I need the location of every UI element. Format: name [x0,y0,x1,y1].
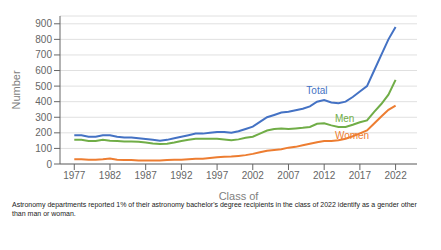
svg-text:2017: 2017 [349,170,372,181]
svg-text:900: 900 [35,18,52,29]
svg-text:1987: 1987 [135,170,158,181]
svg-text:2007: 2007 [277,170,300,181]
svg-text:2022: 2022 [384,170,407,181]
svg-text:100: 100 [35,143,52,154]
svg-text:300: 300 [35,112,52,123]
svg-text:2002: 2002 [242,170,265,181]
svg-text:700: 700 [35,49,52,60]
html-text:than man or woman.: than man or woman. [12,210,76,217]
svg-text:800: 800 [35,34,52,45]
svg-text:Women: Women [335,130,369,141]
svg-text:1982: 1982 [99,170,122,181]
svg-text:1997: 1997 [206,170,229,181]
svg-text:1977: 1977 [63,170,86,181]
svg-text:500: 500 [35,81,52,92]
svg-text:200: 200 [35,127,52,138]
svg-text:Total: Total [306,85,327,96]
html-text:Astronomy departments reported: Astronomy departments reported 1% of the… [12,201,417,208]
svg-text:0: 0 [46,159,52,170]
svg-text:Class of: Class of [219,190,260,200]
svg-text:2012: 2012 [313,170,336,181]
svg-text:Number: Number [10,70,22,109]
svg-text:Men: Men [335,113,354,124]
svg-text:400: 400 [35,96,52,107]
svg-text:1992: 1992 [170,170,193,181]
svg-text:600: 600 [35,65,52,76]
